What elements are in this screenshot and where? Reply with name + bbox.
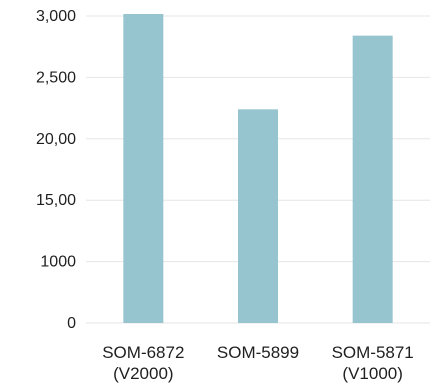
x-category-label: (V1000): [342, 364, 402, 383]
bar: [352, 35, 393, 323]
x-category-label: SOM-5871: [332, 343, 414, 362]
x-category-label: SOM-5899: [217, 343, 299, 362]
x-axis-labels: SOM-6872 (V2000) SOM-5899 SOM-5871 (V1000): [102, 343, 414, 383]
bar: [238, 109, 278, 323]
x-category-label: (V2000): [113, 364, 173, 383]
x-category-label: SOM-6872: [102, 343, 184, 362]
y-tick-label: 0: [67, 315, 76, 332]
bar: [123, 14, 164, 323]
y-tick-label: 1000: [40, 254, 76, 271]
y-axis-ticks: 0 1000 15,00 20,00 2,500 3,000: [36, 8, 76, 332]
y-tick-label: 3,000: [36, 8, 76, 25]
y-tick-label: 15,00: [36, 192, 76, 209]
bars: [123, 14, 393, 323]
y-tick-label: 20,00: [36, 131, 76, 148]
y-tick-label: 2,500: [36, 69, 76, 86]
